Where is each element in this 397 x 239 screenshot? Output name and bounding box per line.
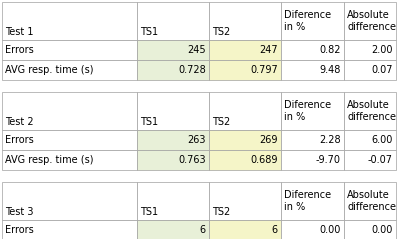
Text: 0.689: 0.689: [251, 155, 278, 165]
Bar: [209, 150, 281, 170]
Bar: [209, 220, 281, 239]
Text: TS1: TS1: [140, 207, 158, 217]
Text: 0.82: 0.82: [320, 45, 341, 55]
Text: Diference
in %: Diference in %: [284, 100, 331, 122]
Bar: [209, 92, 281, 130]
Bar: [281, 60, 344, 80]
Bar: [344, 182, 396, 220]
Text: 247: 247: [259, 45, 278, 55]
Text: Diference
in %: Diference in %: [284, 10, 331, 32]
Text: -9.70: -9.70: [316, 155, 341, 165]
Text: TS2: TS2: [212, 117, 230, 127]
Text: 0.00: 0.00: [320, 225, 341, 235]
Bar: [344, 220, 396, 239]
Bar: [137, 182, 209, 220]
Text: Errors: Errors: [5, 225, 34, 235]
Text: Test 2: Test 2: [5, 117, 34, 127]
Bar: [344, 40, 396, 60]
Text: Errors: Errors: [5, 135, 34, 145]
Text: Test 1: Test 1: [5, 27, 33, 37]
Bar: [344, 150, 396, 170]
Text: 6: 6: [200, 225, 206, 235]
Text: AVG resp. time (s): AVG resp. time (s): [5, 155, 94, 165]
Bar: [137, 220, 209, 239]
Text: 0.728: 0.728: [178, 65, 206, 75]
Bar: [2, 40, 137, 60]
Text: Absolute
difference: Absolute difference: [347, 100, 396, 122]
Text: Diference
in %: Diference in %: [284, 190, 331, 212]
Bar: [2, 60, 137, 80]
Text: 2.28: 2.28: [319, 135, 341, 145]
Text: TS2: TS2: [212, 207, 230, 217]
Bar: [2, 130, 137, 150]
Bar: [2, 150, 137, 170]
Bar: [344, 2, 396, 40]
Bar: [281, 40, 344, 60]
Bar: [137, 2, 209, 40]
Bar: [281, 130, 344, 150]
Text: 6: 6: [272, 225, 278, 235]
Text: Absolute
difference: Absolute difference: [347, 190, 396, 212]
Bar: [209, 130, 281, 150]
Bar: [137, 150, 209, 170]
Bar: [281, 2, 344, 40]
Text: AVG resp. time (s): AVG resp. time (s): [5, 65, 94, 75]
Bar: [2, 220, 137, 239]
Text: 9.48: 9.48: [320, 65, 341, 75]
Bar: [209, 182, 281, 220]
Text: 0.797: 0.797: [250, 65, 278, 75]
Text: TS1: TS1: [140, 117, 158, 127]
Bar: [281, 92, 344, 130]
Bar: [281, 150, 344, 170]
Text: 263: 263: [187, 135, 206, 145]
Bar: [209, 60, 281, 80]
Text: 245: 245: [187, 45, 206, 55]
Bar: [2, 92, 137, 130]
Bar: [344, 92, 396, 130]
Text: 0.00: 0.00: [372, 225, 393, 235]
Bar: [209, 40, 281, 60]
Bar: [2, 2, 137, 40]
Bar: [344, 60, 396, 80]
Bar: [137, 130, 209, 150]
Bar: [137, 92, 209, 130]
Text: 6.00: 6.00: [372, 135, 393, 145]
Text: -0.07: -0.07: [368, 155, 393, 165]
Bar: [137, 40, 209, 60]
Bar: [281, 220, 344, 239]
Text: 0.07: 0.07: [372, 65, 393, 75]
Text: 2.00: 2.00: [372, 45, 393, 55]
Bar: [137, 60, 209, 80]
Bar: [281, 182, 344, 220]
Text: Errors: Errors: [5, 45, 34, 55]
Bar: [344, 130, 396, 150]
Bar: [209, 2, 281, 40]
Text: Absolute
difference: Absolute difference: [347, 10, 396, 32]
Bar: [2, 182, 137, 220]
Text: 269: 269: [260, 135, 278, 145]
Text: TS1: TS1: [140, 27, 158, 37]
Text: 0.763: 0.763: [178, 155, 206, 165]
Text: TS2: TS2: [212, 27, 230, 37]
Text: Test 3: Test 3: [5, 207, 33, 217]
